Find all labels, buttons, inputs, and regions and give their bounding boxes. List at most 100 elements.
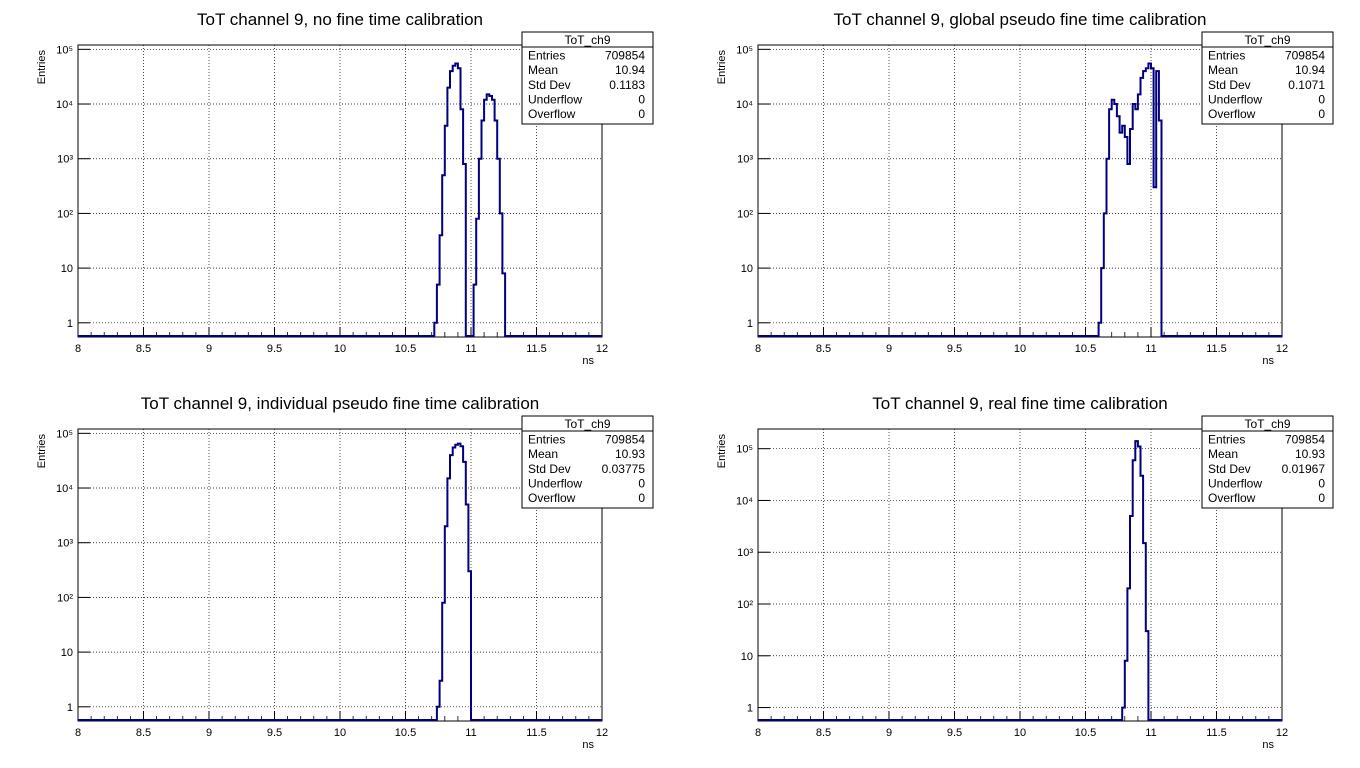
x-tick-label: 11: [1145, 343, 1156, 355]
stats-value: 10.94: [615, 63, 645, 77]
x-tick-label: 8: [755, 727, 761, 739]
stats-value: 0: [638, 476, 645, 490]
chart-title: ToT channel 9, global pseudo fine time c…: [834, 10, 1207, 29]
x-tick-label: 12: [596, 343, 608, 355]
stats-label: Underflow: [528, 476, 582, 490]
x-tick-label: 9.5: [267, 343, 282, 355]
stats-box-name: ToT_ch9: [1244, 417, 1290, 431]
y-axis-label: Entries: [716, 50, 728, 85]
x-tick-label: 11.5: [1206, 343, 1227, 355]
stats-value: 0: [1318, 92, 1325, 106]
histogram-series: [78, 442, 602, 721]
x-tick-label: 9.5: [947, 727, 962, 739]
x-axis-label: ns: [1262, 355, 1274, 367]
y-tick-label: 10²: [737, 208, 753, 220]
x-tick-label: 9: [886, 343, 892, 355]
stats-value: 0.1183: [609, 78, 645, 92]
y-tick-label: 10: [61, 647, 73, 659]
x-tick-label: 11: [1145, 727, 1156, 739]
stats-value: 0: [1318, 476, 1325, 490]
stats-box-name: ToT_ch9: [564, 33, 610, 47]
y-tick-label: 10²: [737, 599, 753, 611]
x-tick-label: 11.5: [1206, 727, 1227, 739]
chart-panel-4: ToT channel 9, real fine time calibratio…: [716, 394, 1334, 751]
x-tick-label: 12: [1276, 343, 1288, 355]
x-tick-label: 9: [886, 727, 892, 739]
stats-value: 0: [1318, 491, 1325, 505]
y-tick-label: 10⁴: [56, 99, 73, 111]
chart-panel-2: ToT channel 9, global pseudo fine time c…: [716, 10, 1334, 367]
x-tick-label: 8: [75, 343, 81, 355]
stats-label: Mean: [1208, 63, 1238, 77]
x-tick-label: 11.5: [526, 727, 547, 739]
x-tick-label: 9.5: [947, 343, 962, 355]
y-tick-label: 10: [741, 263, 753, 275]
y-tick-label: 10³: [737, 547, 753, 559]
y-tick-label: 1: [747, 318, 753, 330]
stats-value: 709854: [605, 49, 645, 63]
y-tick-label: 10⁵: [736, 44, 753, 56]
stats-box-name: ToT_ch9: [564, 417, 610, 431]
x-tick-label: 8.5: [816, 727, 831, 739]
x-tick-label: 10.5: [395, 727, 416, 739]
x-tick-label: 11: [465, 343, 476, 355]
x-tick-label: 8.5: [816, 343, 831, 355]
x-tick-label: 11.5: [526, 343, 547, 355]
stats-label: Entries: [528, 433, 565, 447]
stats-label: Entries: [1208, 49, 1245, 63]
stats-value: 10.93: [615, 447, 645, 461]
y-tick-label: 10⁵: [736, 444, 753, 456]
stats-value: 10.93: [1295, 447, 1325, 461]
stats-label: Mean: [528, 63, 558, 77]
chart-title: ToT channel 9, no fine time calibration: [197, 10, 483, 29]
y-tick-label: 1: [67, 318, 73, 330]
y-tick-label: 10³: [737, 154, 753, 166]
x-tick-label: 11: [465, 727, 476, 739]
stats-value: 709854: [605, 433, 645, 447]
x-axis-label: ns: [582, 739, 594, 751]
stats-label: Std Dev: [1208, 78, 1251, 92]
x-tick-label: 10.5: [395, 343, 416, 355]
stats-label: Std Dev: [528, 78, 571, 92]
stats-label: Entries: [528, 49, 565, 63]
y-tick-label: 1: [747, 703, 753, 715]
y-tick-label: 10⁴: [56, 483, 73, 495]
x-tick-label: 8: [755, 343, 761, 355]
stats-value: 709854: [1285, 433, 1325, 447]
y-tick-label: 10⁵: [56, 44, 73, 56]
stats-value: 0: [638, 491, 645, 505]
stats-label: Overflow: [528, 107, 576, 121]
stats-value: 709854: [1285, 49, 1325, 63]
chart-panel-1: ToT channel 9, no fine time calibration 8…: [36, 10, 654, 367]
stats-label: Underflow: [528, 92, 582, 106]
x-tick-label: 9: [206, 727, 212, 739]
histogram-series: [758, 62, 1282, 337]
stats-value: 0: [638, 107, 645, 121]
y-axis-label: Entries: [36, 434, 48, 469]
stats-value: 10.94: [1295, 63, 1325, 77]
histogram-series: [758, 440, 1282, 721]
stats-label: Entries: [1208, 433, 1245, 447]
x-tick-label: 9: [206, 343, 212, 355]
stats-value: 0.01967: [1282, 462, 1326, 476]
stats-label: Underflow: [1208, 92, 1262, 106]
stats-box: ToT_ch9 Entries 709854 Mean 10.94 Std Dev 0.10…: [1201, 31, 1334, 125]
x-tick-label: 12: [596, 727, 608, 739]
y-axis-label: Entries: [36, 50, 48, 85]
y-tick-label: 10²: [57, 592, 73, 604]
stats-label: Overflow: [528, 491, 576, 505]
stats-box-name: ToT_ch9: [1244, 33, 1290, 47]
y-tick-label: 10⁴: [736, 99, 753, 111]
y-tick-label: 10: [61, 263, 73, 275]
x-tick-label: 10.5: [1075, 343, 1096, 355]
stats-box: ToT_ch9 Entries 709854 Mean 10.93 Std Dev 0.01…: [1201, 415, 1334, 509]
x-tick-label: 10: [1014, 727, 1026, 739]
stats-label: Overflow: [1208, 491, 1256, 505]
stats-value: 0: [638, 92, 645, 106]
stats-label: Overflow: [1208, 107, 1256, 121]
chart-panel-3: ToT channel 9, individual pseudo fine ti…: [36, 394, 654, 751]
stats-label: Std Dev: [1208, 462, 1251, 476]
chart-title: ToT channel 9, individual pseudo fine ti…: [141, 394, 540, 413]
